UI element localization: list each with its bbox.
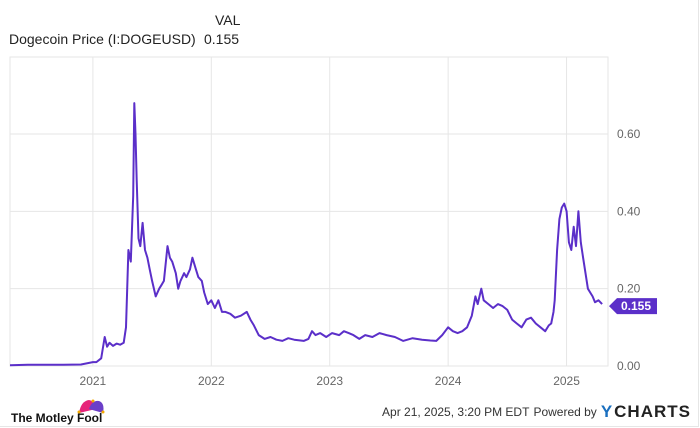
y-tick-label: 0.60 — [617, 127, 641, 141]
ycharts-text: CHARTS — [614, 402, 691, 421]
x-tick-label: 2023 — [316, 374, 343, 388]
ycharts-logo: Y CHARTS — [601, 402, 691, 422]
x-tick-label: 2024 — [435, 374, 462, 388]
x-axis: 2021 2022 2023 2024 2025 — [80, 374, 581, 388]
plot-area — [9, 56, 609, 367]
attribution: Apr 21, 2025, 3:20 PM EDT Powered by Y CH… — [382, 402, 691, 422]
series-value: 0.155 — [204, 31, 240, 47]
price-line — [9, 102, 603, 367]
y-tick-label: 0.40 — [617, 204, 641, 218]
x-tick-label: 2021 — [80, 374, 107, 388]
x-tick-label: 2022 — [198, 374, 225, 388]
timestamp: Apr 21, 2025, 3:20 PM EDT — [382, 405, 530, 419]
powered-by-label: Powered by — [533, 405, 597, 419]
x-tick-label: 2025 — [553, 374, 580, 388]
value-column-header: VAL — [215, 12, 241, 28]
last-value-badge: 0.155 — [609, 298, 657, 315]
series-name: Dogecoin Price (I:DOGEUSD) — [9, 31, 196, 47]
y-axis: 0.00 0.20 0.40 0.60 — [617, 127, 641, 373]
gridlines — [10, 57, 608, 367]
ycharts-y-icon: Y — [600, 402, 614, 421]
y-tick-label: 0.20 — [617, 282, 641, 296]
motley-fool-logo: The Motley Fool — [9, 395, 129, 425]
last-value-badge-text: 0.155 — [621, 299, 651, 313]
jester-hat-icon: The Motley Fool — [11, 399, 105, 425]
brand-text: The Motley Fool — [11, 411, 102, 425]
y-tick-label: 0.00 — [617, 359, 641, 373]
last-value-badge-bg — [609, 298, 657, 315]
